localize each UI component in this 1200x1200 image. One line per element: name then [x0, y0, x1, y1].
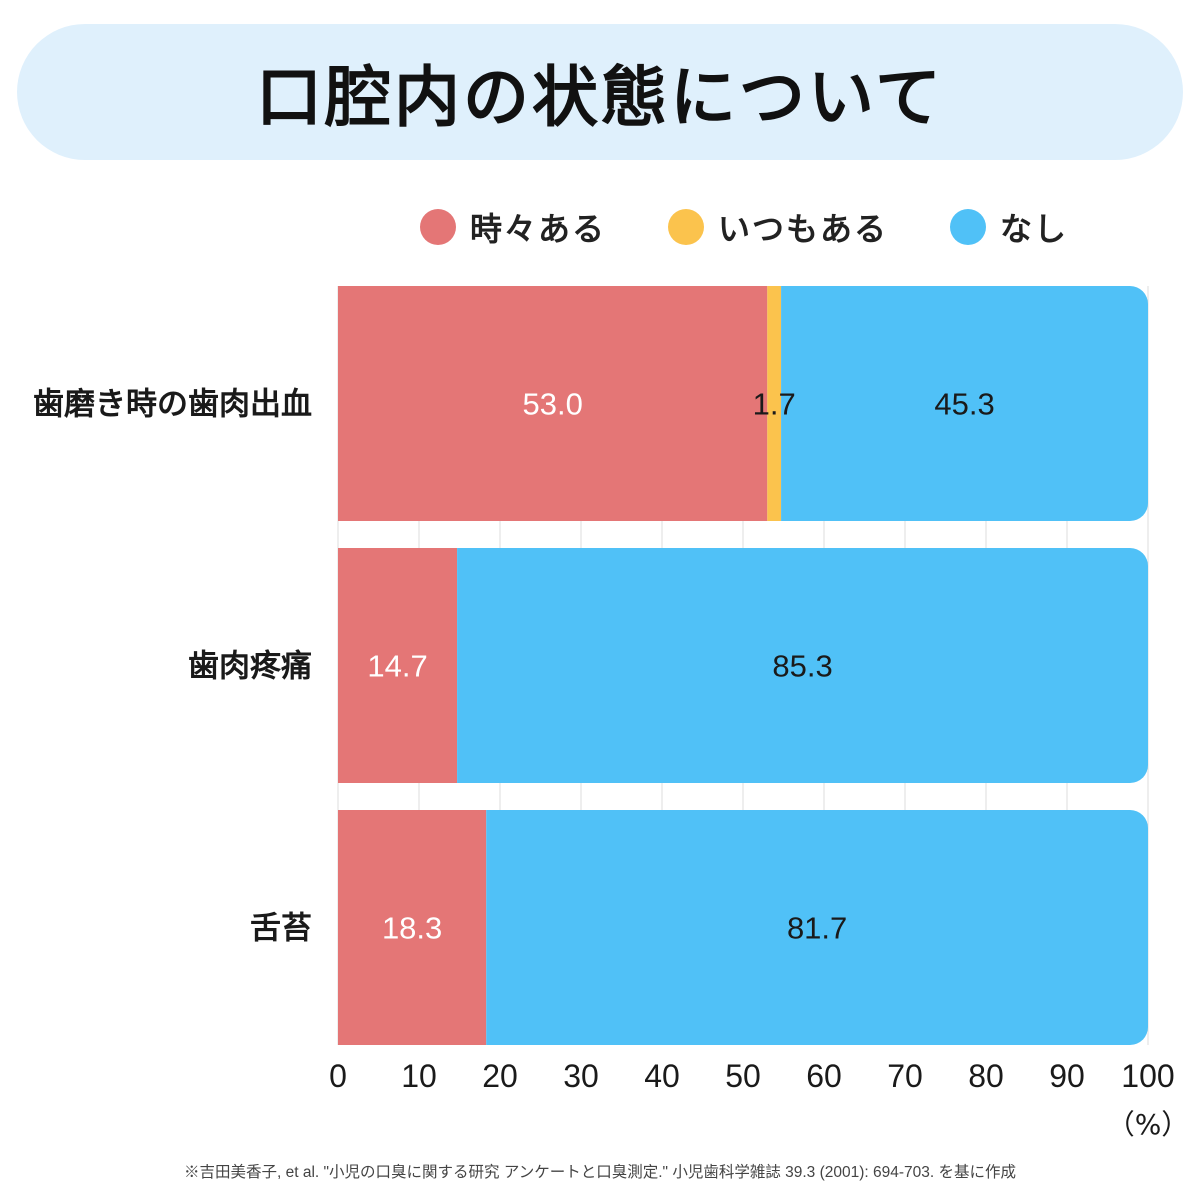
legend-swatch-none — [950, 209, 987, 245]
bar-segment-none — [486, 810, 1149, 1045]
category-label: 歯肉疼痛 — [188, 649, 312, 685]
bar-segment-none — [781, 286, 1148, 521]
stacked-bar-chart: 歯磨き時の歯肉出血 53.0 1.7 45.3 歯肉疼痛 14.7 85.3 舌苔 18.3 81… — [33, 286, 1190, 1141]
data-label-always: 1.7 — [753, 387, 796, 422]
data-label-sometimes: 18.3 — [382, 911, 442, 946]
page-title: 口腔内の状態について — [255, 59, 945, 136]
x-tick-label: 80 — [968, 1058, 1004, 1094]
data-label-sometimes: 14.7 — [367, 649, 427, 684]
data-label-none: 81.7 — [787, 911, 847, 946]
x-tick-label: 60 — [806, 1058, 842, 1094]
x-tick-label: 30 — [563, 1058, 599, 1094]
legend-label-always: いつもある — [718, 210, 889, 248]
x-tick-label: 90 — [1049, 1058, 1085, 1094]
bar-segment-sometimes — [338, 810, 487, 1045]
x-tick-label: 50 — [725, 1058, 761, 1094]
title-banner: 口腔内の状態について — [17, 24, 1183, 160]
legend-item-always: いつもある — [668, 204, 888, 250]
footnote: ※吉田美香子, et al. "小児の口臭に関する研究 アンケートと口臭測定."… — [183, 1164, 1017, 1181]
bar-segment-sometimes — [338, 286, 768, 521]
legend-item-sometimes: 時々ある — [420, 204, 606, 250]
legend-swatch-always — [668, 209, 705, 245]
data-label-none: 85.3 — [772, 649, 832, 684]
data-label-sometimes: 53.0 — [522, 387, 582, 422]
legend-item-none: なし — [950, 204, 1068, 250]
x-tick-label: 100 — [1121, 1058, 1174, 1094]
data-label-none: 45.3 — [934, 387, 994, 422]
x-tick-label: 0 — [329, 1058, 347, 1094]
category-label: 歯磨き時の歯肉出血 — [33, 387, 312, 423]
bar-segment-none — [457, 548, 1148, 783]
x-tick-label: 20 — [482, 1058, 518, 1094]
legend: 時々ある いつもある なし — [420, 205, 1068, 249]
legend-swatch-sometimes — [420, 209, 456, 245]
bar-segment-sometimes — [338, 548, 458, 783]
x-tick-label: 40 — [644, 1058, 680, 1094]
bar-segment-always — [767, 286, 782, 521]
x-axis-unit: （%） — [1107, 1108, 1190, 1141]
legend-label-sometimes: 時々ある — [470, 210, 607, 248]
x-tick-label: 10 — [401, 1058, 437, 1094]
x-tick-label: 70 — [887, 1058, 923, 1094]
legend-label-none: なし — [1000, 210, 1069, 248]
category-label: 舌苔 — [250, 911, 312, 947]
